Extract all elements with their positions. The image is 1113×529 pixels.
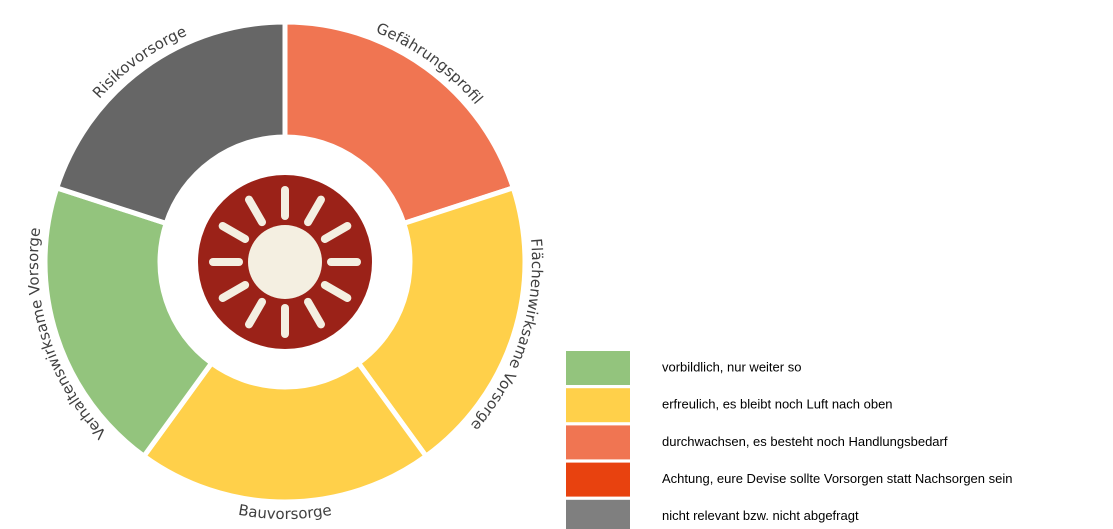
- legend-swatch: [566, 388, 630, 423]
- icon-ray: [304, 195, 325, 227]
- icon-ray: [218, 222, 250, 243]
- icon-ray: [245, 297, 266, 329]
- icon-ray: [245, 195, 266, 227]
- legend-text: durchwachsen, es besteht noch Handlungsb…: [662, 434, 948, 449]
- segment-label: Bauvorsorge: [237, 501, 333, 523]
- icon-rays: [209, 186, 361, 338]
- icon-ray: [218, 281, 250, 302]
- icon-ray: [304, 297, 325, 329]
- legend-swatch: [566, 462, 630, 497]
- legend-text: vorbildlich, nur weiter so: [662, 359, 801, 374]
- segment: [282, 19, 517, 227]
- legend-swatch: [566, 351, 630, 385]
- segment: [354, 184, 528, 460]
- icon-ray: [320, 281, 352, 302]
- center-icon: [198, 175, 372, 349]
- legend-text: erfreulich, es bleibt noch Luft nach obe…: [662, 397, 893, 412]
- legend: vorbildlich, nur weiter so erfreulich, es…: [566, 351, 1012, 529]
- segment-label-path: Bauvorsorge: [237, 501, 333, 523]
- icon-sun: [248, 225, 322, 299]
- legend-text: nicht relevant bzw. nicht abgefragt: [662, 508, 859, 523]
- segment: [53, 19, 288, 227]
- ring: [42, 19, 528, 505]
- legend-swatch: [566, 425, 630, 460]
- icon-ray: [320, 222, 352, 243]
- legend-swatch: [566, 499, 630, 529]
- legend-text: Achtung, eure Devise sollte Vorsorgen st…: [662, 471, 1012, 486]
- segment: [42, 184, 216, 460]
- segment: [140, 359, 430, 505]
